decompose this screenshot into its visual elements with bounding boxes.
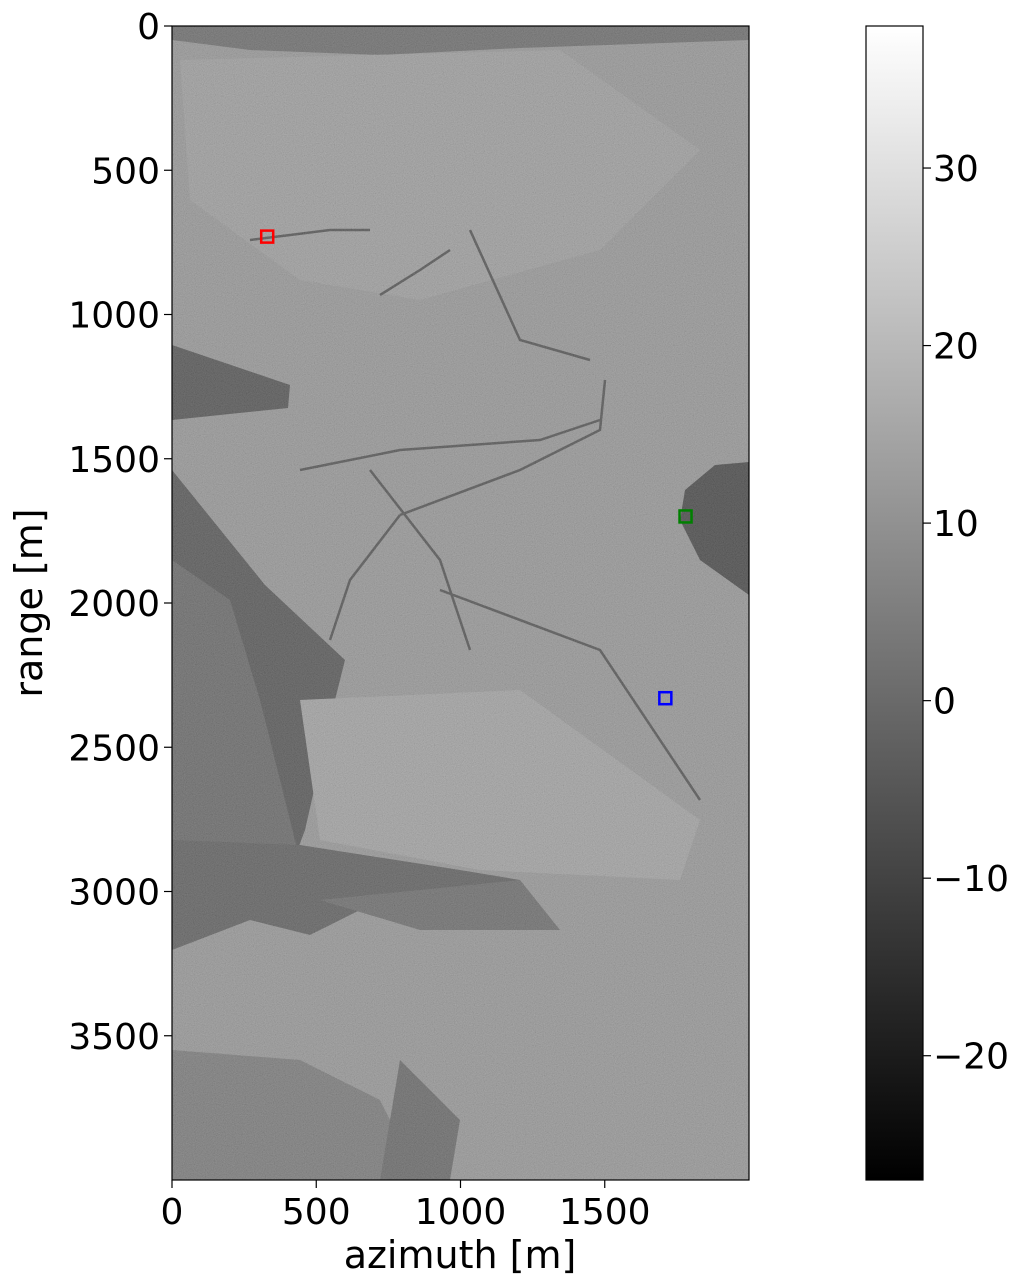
y-axis-label: range [m] [7, 508, 51, 697]
colorbar-tick-label: 0 [933, 682, 956, 723]
target-markers [259, 229, 693, 706]
x-tick-label: 1500 [559, 1192, 651, 1233]
x-tick-label: 500 [282, 1192, 351, 1233]
y-tick-label: 3500 [68, 1017, 160, 1058]
colorbar-tick-label: 20 [933, 327, 979, 368]
y-tick-label: 500 [91, 151, 160, 192]
x-tick-label: 0 [161, 1192, 184, 1233]
marker-green [678, 509, 693, 524]
y-tick-label: 2000 [68, 584, 160, 625]
y-axis: 0 500 1000 1500 2000 2500 3000 3500 [68, 7, 172, 1058]
x-axis-label: azimuth [m] [344, 1233, 577, 1277]
colorbar-tick-label: −20 [933, 1037, 1009, 1078]
x-tick-label: 1000 [415, 1192, 507, 1233]
y-tick-label: 3000 [68, 873, 160, 914]
colorbar [865, 25, 924, 1181]
colorbar-axis: −20 −10 0 10 20 30 [923, 149, 1009, 1078]
y-tick-label: 0 [137, 7, 160, 48]
marker-blue [658, 690, 673, 706]
colorbar-tick-label: 10 [933, 504, 979, 545]
y-tick-label: 2500 [68, 728, 160, 769]
sar-image [172, 26, 749, 1180]
x-axis: 0 500 1000 1500 [161, 1180, 651, 1233]
marker-red [259, 229, 275, 244]
y-tick-label: 1500 [68, 440, 160, 481]
colorbar-tick-label: −10 [933, 859, 1009, 900]
colorbar-tick-label: 30 [933, 149, 979, 190]
y-tick-label: 1000 [68, 296, 160, 337]
